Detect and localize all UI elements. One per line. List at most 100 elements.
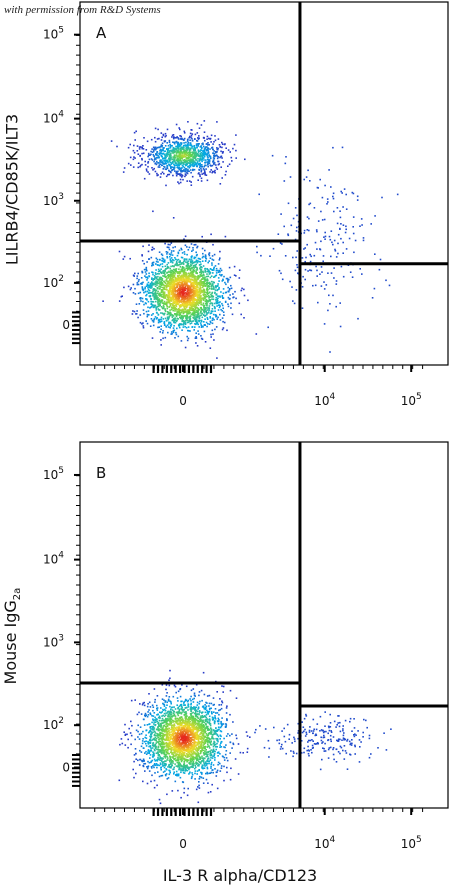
scatter-point [161, 774, 164, 777]
scatter-point [194, 291, 196, 294]
scatter-point [186, 317, 189, 319]
scatter-point [146, 279, 148, 281]
scatter-point [209, 291, 211, 294]
scatter-point [136, 150, 139, 152]
scatter-point [209, 296, 211, 298]
scatter-point [188, 725, 190, 728]
scatter-point [220, 704, 223, 706]
scatter-point [159, 294, 161, 296]
scatter-point [220, 166, 222, 168]
scatter-point [154, 285, 157, 287]
scatter-point [165, 160, 168, 163]
scatter-point [186, 140, 189, 142]
scatter-point [209, 303, 211, 305]
scatter-point [330, 186, 332, 188]
scatter-point [215, 286, 217, 289]
scatter-point [221, 157, 223, 159]
scatter-point [212, 170, 214, 173]
y-tick-label: 105 [43, 26, 64, 42]
scatter-point [171, 319, 174, 322]
scatter-point [187, 287, 190, 289]
scatter-point [195, 319, 197, 321]
scatter-point [198, 729, 200, 732]
scatter-point [170, 298, 172, 301]
scatter-point [214, 169, 216, 172]
scatter-point [143, 268, 146, 271]
scatter-point [189, 135, 191, 138]
scatter-point [196, 269, 199, 271]
scatter-point [186, 288, 189, 290]
scatter-point [203, 153, 206, 156]
scatter-point [223, 765, 225, 768]
scatter-point [192, 273, 194, 275]
scatter-point [189, 292, 191, 295]
scatter-point [185, 750, 188, 753]
scatter-point [294, 238, 297, 241]
scatter-point [179, 304, 182, 306]
scatter-point [193, 296, 195, 298]
scatter-point [179, 159, 182, 161]
scatter-point [168, 160, 171, 162]
scatter-point [136, 145, 139, 147]
scatter-point [219, 305, 221, 307]
scatter-point [171, 260, 173, 263]
scatter-point [132, 310, 134, 312]
scatter-point [186, 262, 189, 264]
scatter-point [219, 698, 221, 700]
scatter-point [195, 152, 197, 154]
scatter-point [210, 733, 213, 735]
scatter-point [160, 766, 162, 769]
scatter-point [222, 307, 224, 310]
scatter-point [202, 299, 205, 301]
scatter-point [136, 277, 138, 280]
scatter-point [148, 275, 150, 277]
scatter-point [186, 335, 188, 338]
scatter-point [185, 302, 188, 304]
scatter-point [193, 267, 195, 269]
scatter-point [189, 162, 192, 165]
scatter-point [179, 128, 181, 131]
scatter-point [349, 271, 352, 273]
scatter-point [153, 278, 156, 280]
scatter-point [182, 323, 184, 326]
scatter-point [154, 716, 156, 719]
scatter-point [168, 301, 170, 304]
scatter-point [208, 745, 210, 747]
scatter-point [194, 264, 196, 266]
scatter-point [228, 163, 231, 166]
scatter-point [188, 773, 190, 775]
scatter-point [183, 251, 186, 253]
scatter-point [173, 307, 175, 309]
scatter-point [180, 288, 182, 291]
scatter-point [201, 147, 203, 149]
scatter-point [209, 257, 212, 259]
scatter-point [180, 270, 183, 273]
scatter-point [208, 308, 210, 310]
scatter-point [188, 297, 191, 300]
scatter-point [190, 275, 192, 278]
scatter-point [205, 299, 207, 301]
scatter-point [146, 299, 148, 301]
scatter-point [177, 173, 180, 175]
scatter-point [182, 178, 184, 181]
scatter-point [169, 273, 172, 276]
scatter-point [177, 150, 179, 152]
scatter-point [209, 733, 211, 735]
scatter-point [153, 288, 155, 290]
scatter-point [182, 261, 184, 264]
scatter-point [191, 288, 194, 291]
scatter-point [193, 165, 195, 167]
scatter-point [165, 762, 167, 765]
scatter-point [186, 284, 189, 287]
scatter-point [200, 295, 202, 297]
scatter-point [173, 268, 175, 271]
scatter-point [213, 141, 215, 143]
scatter-point [332, 243, 334, 246]
scatter-point [161, 758, 163, 760]
scatter-point [171, 706, 174, 709]
scatter-point [205, 295, 208, 297]
scatter-point [203, 148, 206, 150]
scatter-point [189, 143, 192, 145]
scatter-point [212, 717, 215, 719]
scatter-point [229, 689, 232, 692]
